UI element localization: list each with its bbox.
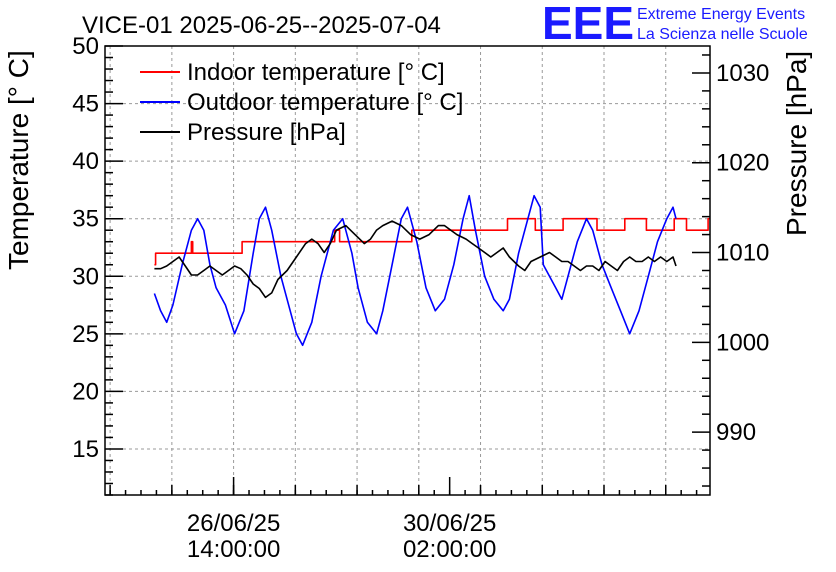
chart-title: VICE-01 2025-06-25--2025-07-04 <box>82 12 441 39</box>
logo-letters: EEE <box>542 0 634 49</box>
x-tick-label-date: 30/06/25 <box>403 510 496 537</box>
y-tick-label: 15 <box>72 436 99 463</box>
y-tick-label: 25 <box>72 321 99 348</box>
y2-axis-title: Pressure [hPa] <box>781 51 812 236</box>
logo-line-1: Extreme Energy Events <box>637 6 805 23</box>
legend-label-2: Outdoor temperature [° C] <box>187 89 463 116</box>
grid <box>105 46 710 495</box>
y-tick-label: 20 <box>72 378 99 405</box>
eee-logo: EEE Extreme Energy Events La Scienza nel… <box>542 0 808 49</box>
x-tick-label-time: 14:00:00 <box>187 536 280 563</box>
y-tick-label: 35 <box>72 206 99 233</box>
y-axis-title: Temperature [° C] <box>3 50 34 270</box>
y-tick-label: 40 <box>72 148 99 175</box>
series-layer <box>153 194 710 347</box>
y2-tick-label: 990 <box>716 419 756 446</box>
y2-tick-label: 1030 <box>716 60 769 87</box>
y-tick-label: 30 <box>72 263 99 290</box>
y-tick-label: 45 <box>72 91 99 118</box>
x-tick-label-time: 02:00:00 <box>403 536 496 563</box>
series-line-1 <box>154 217 710 266</box>
y2-tick-label: 1000 <box>716 329 769 356</box>
series-line-3 <box>154 220 677 299</box>
legend-label-3: Pressure [hPa] <box>187 119 346 146</box>
legend: Indoor temperature [° C] Outdoor temperat… <box>140 59 463 146</box>
series-line-2 <box>153 194 677 347</box>
logo-line-2: La Scienza nelle Scuole <box>637 26 808 43</box>
y2-tick-label: 1020 <box>716 150 769 177</box>
x-tick-label-date: 26/06/25 <box>187 510 280 537</box>
axes: 15 20 25 30 35 40 45 50 990 1000 1010 1020 1030 26/06… <box>72 33 769 563</box>
y-tick-label: 50 <box>72 33 99 60</box>
legend-label-1: Indoor temperature [° C] <box>187 59 445 86</box>
y2-tick-label: 1010 <box>716 240 769 267</box>
